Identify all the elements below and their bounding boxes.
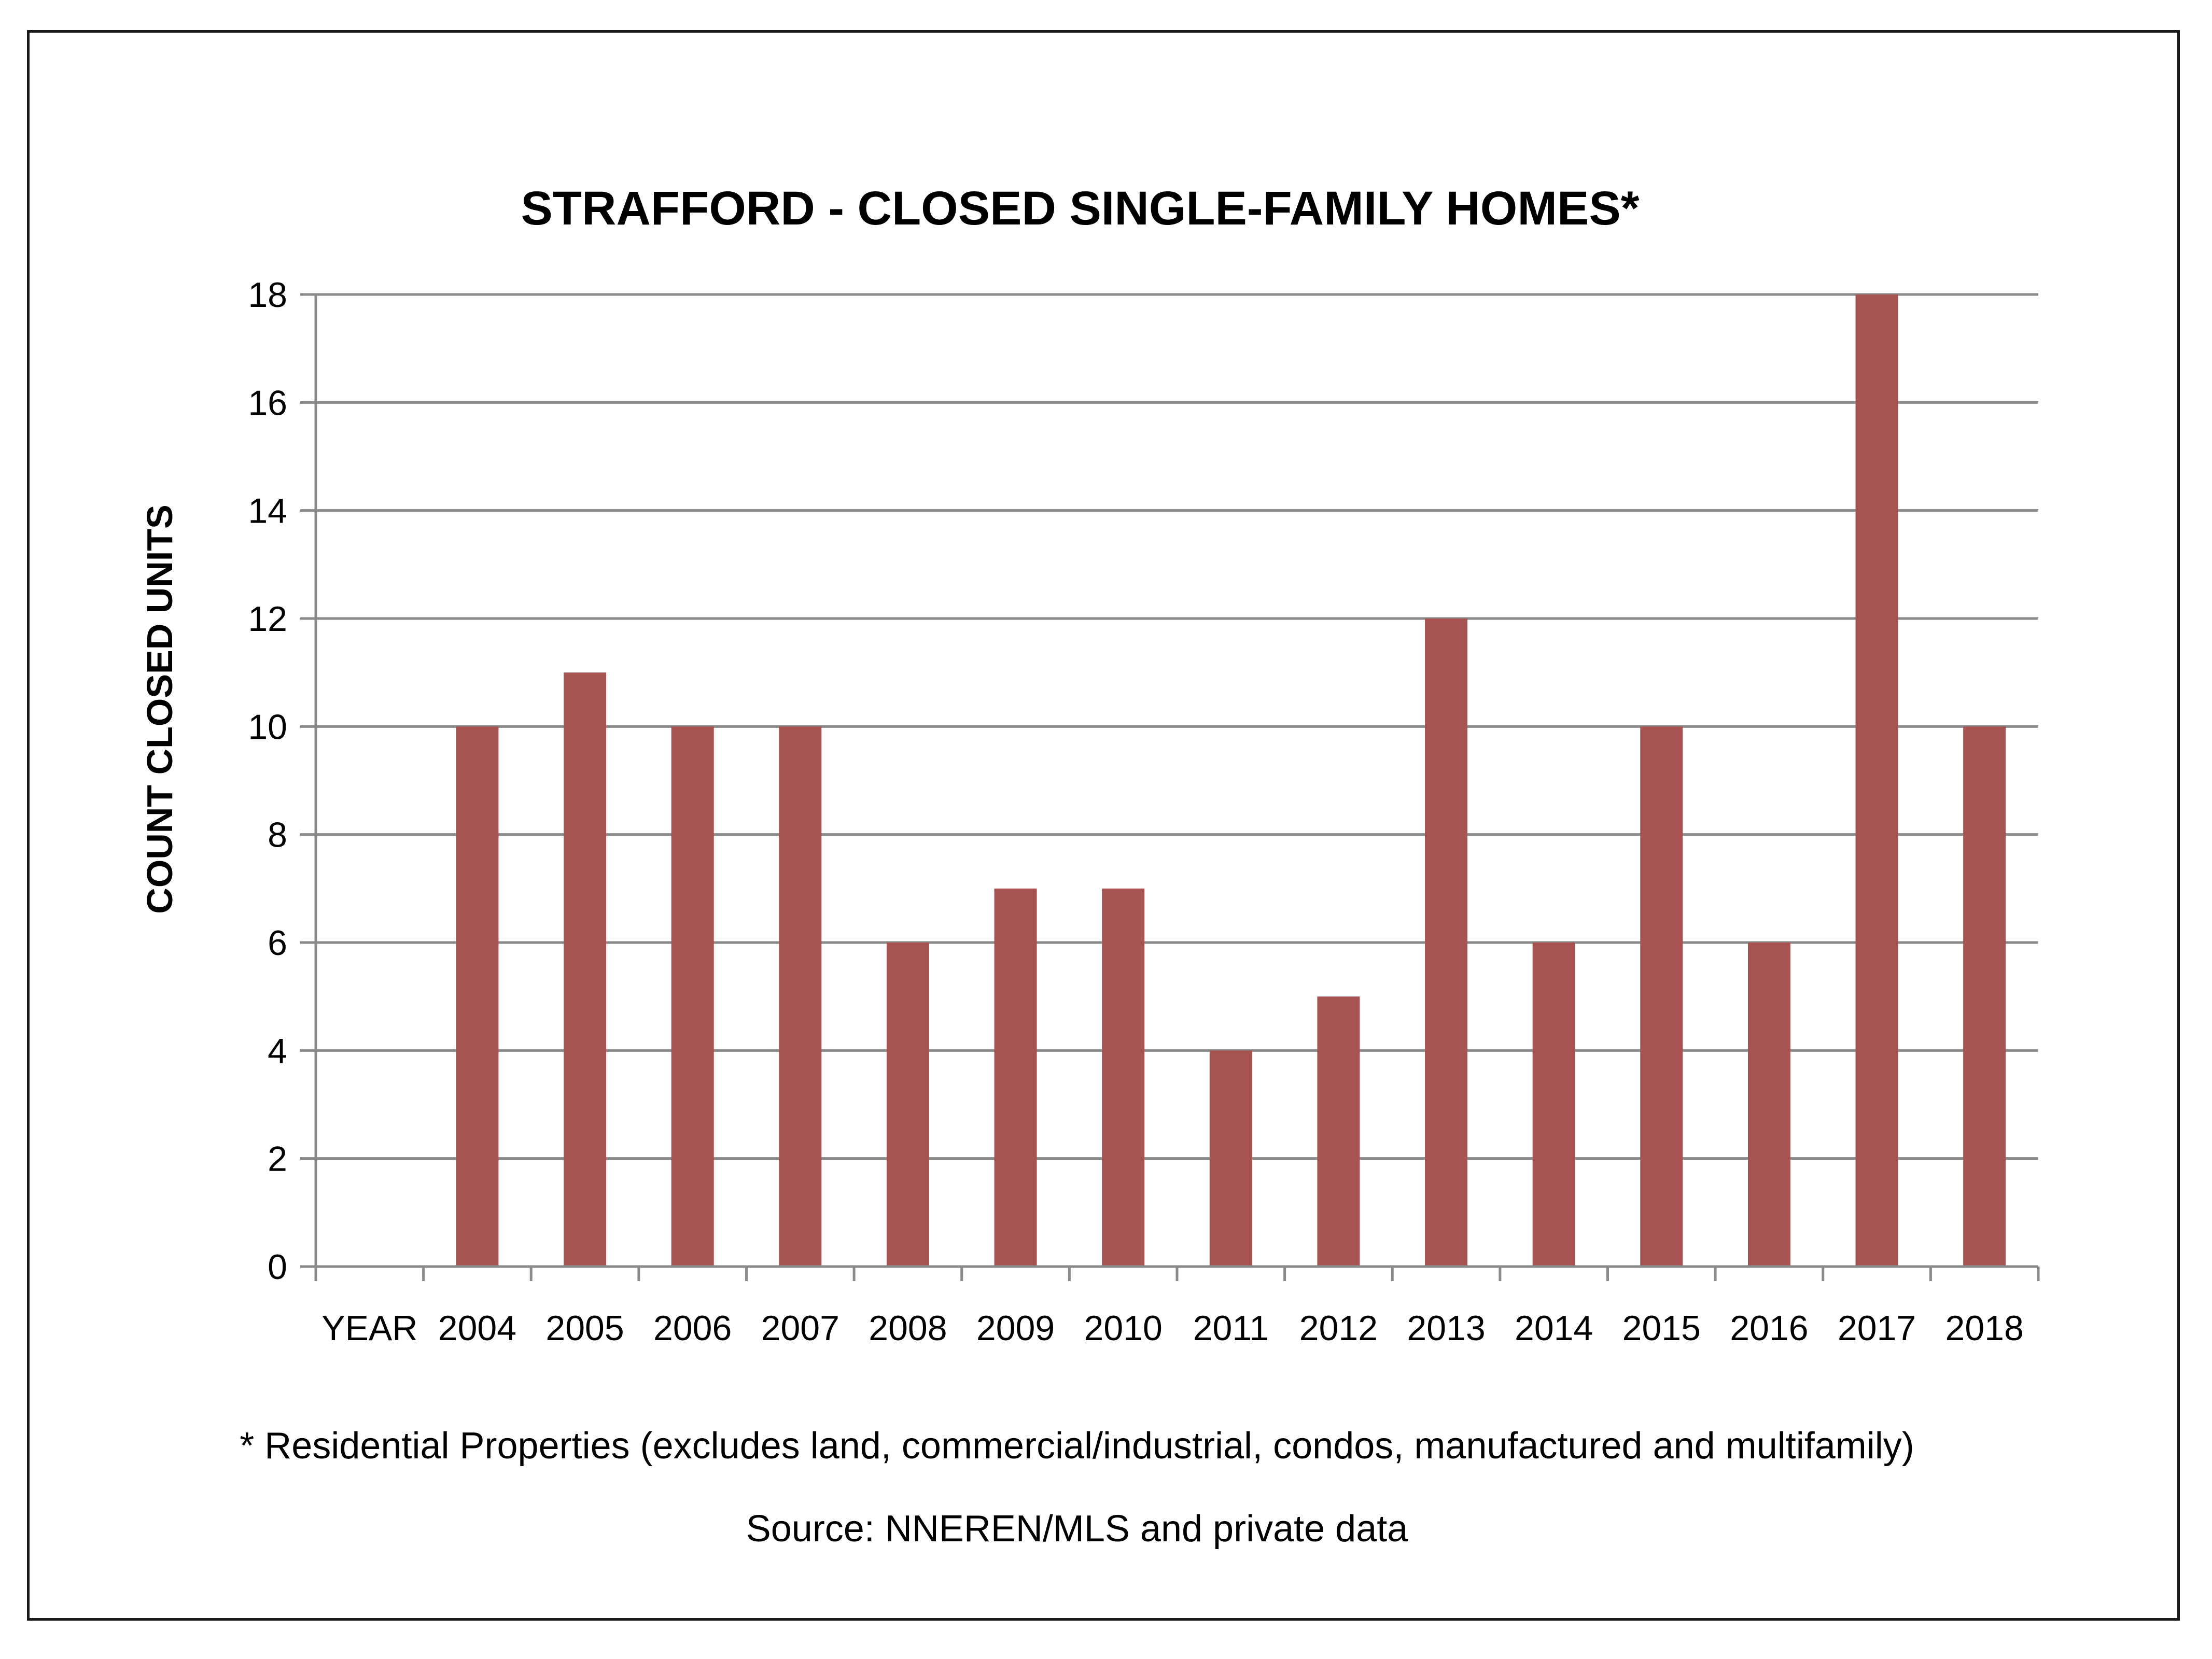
x-tick-label-2011: 2011	[1193, 1309, 1269, 1348]
x-tick-label-2006: 2006	[653, 1309, 732, 1348]
x-tick-label-2015: 2015	[1622, 1309, 1701, 1348]
x-tick-label-2014: 2014	[1515, 1309, 1593, 1348]
x-tick-label-2018: 2018	[1945, 1309, 2024, 1348]
bar-2010	[1102, 888, 1145, 1267]
y-axis-title: COUNT CLOSED UNITS	[139, 504, 180, 913]
axes	[300, 293, 2040, 1281]
bar-2007	[779, 726, 822, 1267]
y-tick-label-14: 14	[248, 491, 287, 531]
bar-2013	[1425, 618, 1468, 1267]
y-tick-label-2: 2	[268, 1140, 287, 1179]
bar-2012	[1317, 996, 1360, 1267]
x-tick-label-2016: 2016	[1730, 1309, 1808, 1348]
bar-2005	[564, 672, 607, 1267]
y-tick-label-8: 8	[268, 816, 287, 855]
bar-2006	[671, 726, 714, 1267]
bar-2011	[1209, 1050, 1252, 1267]
y-tick-labels: 0 2 4 6 8 10 12 14 16 18	[248, 275, 287, 1287]
x-tick-label-2017: 2017	[1838, 1309, 1916, 1348]
x-tick-label-YEAR: YEAR	[321, 1309, 417, 1348]
bar-2008	[886, 943, 929, 1267]
x-tick-label-2010: 2010	[1084, 1309, 1163, 1348]
x-tick-labels: YEAR 2004 2005 2006 2007 2008 2009 2010 2011 2012…	[321, 1309, 2024, 1348]
bar-2009	[994, 888, 1037, 1267]
y-tick-label-4: 4	[268, 1031, 287, 1071]
y-tick-label-12: 12	[248, 599, 287, 639]
y-tick-label-18: 18	[248, 275, 287, 315]
x-tick-label-2007: 2007	[761, 1309, 839, 1348]
bar-chart: STRAFFORD - CLOSED SINGLE-FAMILY HOMES* …	[139, 182, 2040, 1550]
bar-2017	[1855, 294, 1898, 1267]
y-tick-label-10: 10	[248, 707, 287, 747]
source-text: Source: NNEREN/MLS and private data	[746, 1508, 1409, 1550]
bar-2018	[1963, 726, 2006, 1267]
bar-2014	[1532, 943, 1575, 1267]
bar-2004	[456, 726, 499, 1267]
x-tick-label-2012: 2012	[1299, 1309, 1378, 1348]
y-tick-label-16: 16	[248, 383, 287, 423]
x-tick-label-2009: 2009	[976, 1309, 1055, 1348]
chart-title: STRAFFORD - CLOSED SINGLE-FAMILY HOMES*	[521, 182, 1639, 235]
x-tick-label-2004: 2004	[438, 1309, 516, 1348]
y-tick-label-6: 6	[268, 923, 287, 963]
x-tick-label-2013: 2013	[1407, 1309, 1485, 1348]
bar-2015	[1640, 726, 1683, 1267]
x-tick-label-2008: 2008	[869, 1309, 947, 1348]
bars	[456, 294, 2006, 1267]
bar-2016	[1747, 943, 1790, 1267]
chart-frame: STRAFFORD - CLOSED SINGLE-FAMILY HOMES* …	[27, 30, 2180, 1621]
x-tick-label-2005: 2005	[545, 1309, 624, 1348]
footnote-text: * Residential Properties (excludes land,…	[240, 1425, 1914, 1467]
y-tick-label-0: 0	[268, 1247, 287, 1287]
